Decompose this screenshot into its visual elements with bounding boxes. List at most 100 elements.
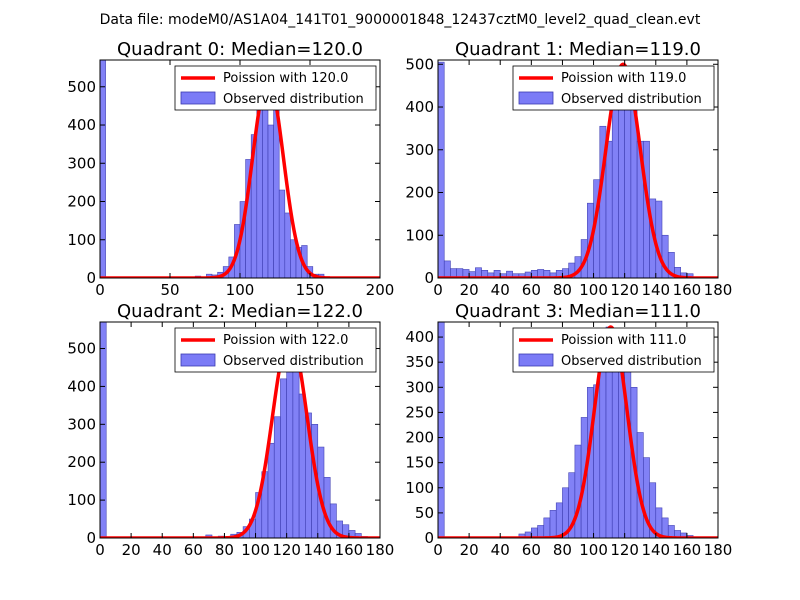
x-tick-label: 160 — [335, 541, 364, 559]
legend-bar-swatch — [518, 353, 554, 367]
y-tick-label: 300 — [405, 141, 434, 159]
x-tick-label: 150 — [296, 281, 325, 299]
x-tick-label: 160 — [673, 541, 702, 559]
x-tick-label: 50 — [160, 281, 179, 299]
y-tick-label: 500 — [405, 55, 434, 73]
y-tick-label: 200 — [405, 184, 434, 202]
x-tick-label: 100 — [241, 541, 270, 559]
y-tick-label: 100 — [405, 226, 434, 244]
x-tick-label: 140 — [641, 281, 670, 299]
x-tick-label: 80 — [553, 541, 572, 559]
histogram-bar — [605, 140, 613, 278]
histogram-bar — [290, 239, 297, 278]
y-tick-label: 400 — [405, 328, 434, 346]
y-tick-label: 500 — [67, 78, 96, 96]
x-tick-label: 0 — [95, 281, 105, 299]
legend: Poission with 111.0 Observed distribution — [512, 327, 715, 373]
histogram-bar — [256, 109, 263, 278]
y-tick-label: 100 — [67, 491, 96, 509]
x-tick-label: 120 — [272, 541, 301, 559]
legend: Poission with 119.0 Observed distribution — [512, 65, 715, 111]
legend: Poission with 122.0 Observed distribution — [174, 327, 377, 373]
chart-title: Quadrant 0: Median=120.0 — [117, 39, 363, 60]
y-tick-label: 250 — [405, 403, 434, 421]
legend-label-poisson: Poission with 122.0 — [223, 333, 348, 348]
chart-title: Quadrant 1: Median=119.0 — [455, 39, 701, 60]
y-tick-label: 300 — [405, 378, 434, 396]
figure-suptitle: Data file: modeM0/AS1A04_141T01_90000018… — [100, 12, 701, 28]
quadrant-0-chart: 0 50 100 150 200 0 100 200 300 400 500 Quadrant 0: … — [67, 39, 394, 299]
histogram-bar — [354, 533, 362, 538]
legend-label-observed: Observed distribution — [223, 354, 364, 369]
axes-frame — [437, 321, 719, 539]
legend-bar-swatch — [518, 91, 554, 105]
x-tick-label: 120 — [610, 281, 639, 299]
histogram-bar — [267, 442, 275, 538]
quadrant-3-chart: 0 20 40 60 80 100 120 140 160 1800501001502002503… — [405, 301, 732, 559]
legend-label-observed: Observed distribution — [561, 354, 702, 369]
histogram-bar — [555, 502, 563, 538]
x-tick-label: 160 — [673, 281, 702, 299]
y-tick-label: 400 — [67, 377, 96, 395]
plot-area — [438, 61, 718, 278]
y-tick-label: 400 — [405, 98, 434, 116]
x-tick-label: 40 — [153, 541, 172, 559]
histogram-bar — [549, 510, 557, 538]
y-tick-label: 50 — [415, 504, 434, 522]
histogram-bar — [438, 61, 445, 278]
histogram-bar — [100, 60, 106, 278]
y-tick-label: 200 — [67, 193, 96, 211]
x-tick-label: 100 — [579, 281, 608, 299]
axes-frame — [437, 59, 719, 279]
histogram-bar — [267, 124, 274, 278]
y-tick-label: 0 — [86, 269, 96, 287]
y-tick-label: 400 — [67, 116, 96, 134]
histogram-bar — [599, 346, 607, 538]
x-tick-label: 100 — [226, 281, 255, 299]
x-tick-label: 60 — [184, 541, 203, 559]
x-tick-label: 180 — [704, 281, 733, 299]
x-tick-label: 20 — [122, 541, 141, 559]
x-tick-label: 200 — [366, 281, 395, 299]
legend-label-observed: Observed distribution — [561, 92, 702, 107]
histogram-bar — [286, 352, 294, 538]
poisson-curve — [100, 333, 380, 538]
legend-label-observed: Observed distribution — [223, 92, 364, 107]
y-tick-label: 350 — [405, 353, 434, 371]
histogram-bar — [574, 444, 582, 538]
x-tick-label: 0 — [433, 541, 443, 559]
axes-frame — [99, 321, 381, 539]
histogram-bar — [611, 106, 619, 278]
x-tick-label: 0 — [433, 281, 443, 299]
legend: Poission with 120.0 Observed distribution — [174, 65, 377, 111]
histogram-bar — [618, 81, 625, 278]
x-tick-label: 100 — [579, 541, 608, 559]
y-tick-label: 300 — [67, 154, 96, 172]
histogram-bar — [443, 260, 451, 278]
histogram-bar — [624, 98, 632, 278]
y-tick-label: 0 — [424, 529, 434, 547]
histogram-bar — [280, 378, 287, 538]
x-tick-label: 140 — [303, 541, 332, 559]
legend-label-poisson: Poission with 120.0 — [223, 71, 348, 86]
x-tick-label: 180 — [366, 541, 395, 559]
x-tick-label: 120 — [610, 541, 639, 559]
quadrant-2-chart: 0 20 40 60 80 100 120 140 160 1800100200300400500… — [67, 301, 394, 559]
histogram-bar — [292, 359, 300, 538]
x-tick-label: 60 — [522, 541, 541, 559]
x-tick-label: 40 — [491, 541, 510, 559]
legend-bar-swatch — [180, 353, 216, 367]
x-tick-label: 60 — [522, 281, 541, 299]
histogram-bar — [537, 525, 545, 538]
histogram-bar — [438, 322, 445, 538]
y-tick-label: 300 — [67, 415, 96, 433]
histogram-bar — [284, 212, 291, 278]
y-tick-label: 150 — [405, 454, 434, 472]
y-tick-label: 500 — [67, 340, 96, 358]
plot-area — [438, 322, 718, 538]
legend-bar-swatch — [180, 91, 216, 105]
y-tick-label: 0 — [86, 529, 96, 547]
y-tick-label: 200 — [405, 429, 434, 447]
histogram-bar — [273, 416, 281, 538]
